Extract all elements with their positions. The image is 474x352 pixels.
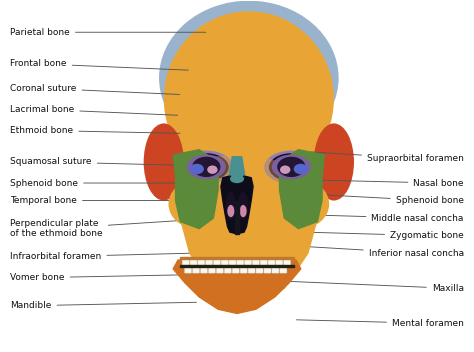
Text: Inferior nasal concha: Inferior nasal concha [301, 246, 464, 258]
FancyBboxPatch shape [283, 258, 291, 266]
Ellipse shape [192, 157, 220, 177]
FancyBboxPatch shape [182, 258, 189, 266]
Ellipse shape [314, 124, 354, 201]
Ellipse shape [168, 180, 225, 228]
Ellipse shape [280, 165, 291, 174]
FancyBboxPatch shape [280, 266, 287, 273]
Text: Coronal suture: Coronal suture [10, 84, 196, 95]
Polygon shape [175, 155, 322, 309]
Text: Middle nasal concha: Middle nasal concha [301, 214, 464, 222]
Text: Perpendicular plate
of the ethmoid bone: Perpendicular plate of the ethmoid bone [10, 218, 215, 238]
Polygon shape [221, 175, 253, 234]
FancyBboxPatch shape [272, 266, 279, 273]
Ellipse shape [239, 205, 246, 217]
FancyBboxPatch shape [248, 266, 255, 273]
Text: Nasal bone: Nasal bone [297, 178, 464, 188]
Ellipse shape [238, 192, 248, 220]
FancyBboxPatch shape [213, 258, 220, 266]
Ellipse shape [277, 157, 306, 177]
Text: Frontal bone: Frontal bone [10, 59, 201, 71]
FancyBboxPatch shape [184, 266, 191, 273]
FancyBboxPatch shape [268, 258, 275, 266]
Ellipse shape [207, 165, 218, 174]
Ellipse shape [164, 11, 334, 187]
Polygon shape [229, 157, 245, 178]
FancyBboxPatch shape [216, 266, 223, 273]
FancyBboxPatch shape [209, 266, 216, 273]
Polygon shape [280, 150, 324, 228]
Text: Mandible: Mandible [10, 301, 196, 310]
Text: Maxilla: Maxilla [287, 281, 464, 293]
Ellipse shape [180, 155, 294, 197]
Bar [235, 201, 239, 234]
Text: Parietal bone: Parietal bone [10, 28, 206, 37]
Ellipse shape [159, 1, 338, 155]
Text: Zygomatic bone: Zygomatic bone [306, 231, 464, 240]
Ellipse shape [272, 155, 311, 179]
Ellipse shape [144, 124, 184, 201]
FancyBboxPatch shape [221, 258, 228, 266]
Bar [180, 257, 294, 259]
Text: Ethmoid bone: Ethmoid bone [10, 126, 206, 135]
FancyBboxPatch shape [237, 258, 244, 266]
Polygon shape [173, 257, 301, 313]
FancyBboxPatch shape [229, 258, 236, 266]
FancyBboxPatch shape [198, 258, 205, 266]
Ellipse shape [187, 155, 226, 179]
FancyBboxPatch shape [260, 258, 267, 266]
FancyBboxPatch shape [201, 266, 208, 273]
Text: Infraorbital foramen: Infraorbital foramen [10, 252, 191, 261]
Ellipse shape [197, 231, 277, 265]
FancyBboxPatch shape [224, 266, 231, 273]
FancyBboxPatch shape [276, 258, 283, 266]
Text: Vomer bone: Vomer bone [10, 273, 215, 282]
Text: Lacrimal bone: Lacrimal bone [10, 105, 201, 116]
Text: Sphenoid bone: Sphenoid bone [301, 194, 464, 205]
FancyBboxPatch shape [256, 266, 263, 273]
FancyBboxPatch shape [264, 266, 271, 273]
FancyBboxPatch shape [252, 258, 259, 266]
Text: Squamosal suture: Squamosal suture [10, 157, 187, 166]
FancyBboxPatch shape [192, 266, 200, 273]
Polygon shape [173, 150, 218, 228]
FancyBboxPatch shape [232, 266, 239, 273]
Ellipse shape [269, 153, 314, 181]
Ellipse shape [230, 175, 244, 183]
Ellipse shape [264, 151, 319, 184]
Ellipse shape [184, 153, 229, 181]
Ellipse shape [273, 180, 329, 228]
FancyBboxPatch shape [245, 258, 252, 266]
FancyBboxPatch shape [240, 266, 247, 273]
Text: Mental foramen: Mental foramen [297, 319, 464, 328]
FancyBboxPatch shape [190, 258, 197, 266]
Ellipse shape [178, 32, 319, 194]
Text: Sphenoid bone: Sphenoid bone [10, 178, 191, 188]
Text: Temporal bone: Temporal bone [10, 196, 187, 205]
Ellipse shape [190, 164, 204, 174]
Ellipse shape [226, 192, 236, 220]
FancyBboxPatch shape [206, 258, 213, 266]
Text: Supraorbital foramen: Supraorbital foramen [306, 152, 464, 163]
Bar [180, 265, 294, 267]
Ellipse shape [228, 205, 235, 217]
Ellipse shape [179, 151, 234, 184]
Ellipse shape [294, 164, 308, 174]
